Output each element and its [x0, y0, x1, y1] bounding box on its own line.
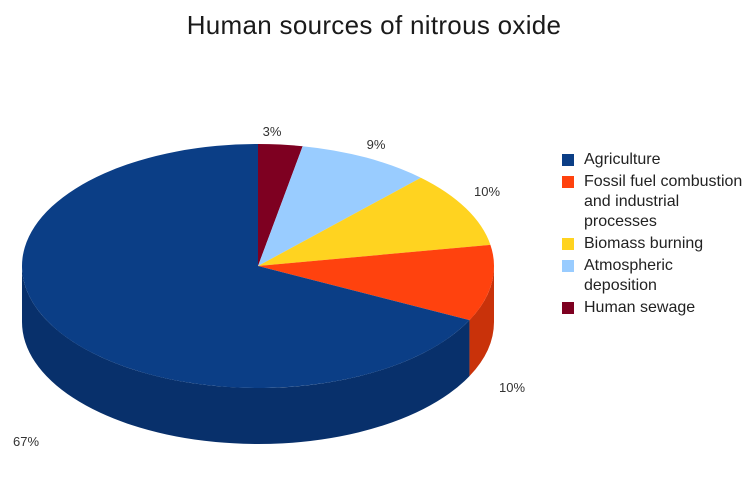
- legend-item-agriculture: Agriculture: [562, 150, 748, 170]
- pie-side-walls: [22, 266, 494, 444]
- pie-slice-2: [258, 177, 491, 266]
- legend-label-human-sewage: Human sewage: [584, 299, 696, 316]
- pie-slice-4: [258, 144, 303, 266]
- legend-item-atmospheric: Atmospheric deposition: [562, 256, 748, 296]
- legend-label-agriculture: Agriculture: [584, 151, 661, 168]
- legend-item-biomass: Biomass burning: [562, 234, 748, 254]
- pie-label-3: 9%: [367, 137, 386, 152]
- pie-slice-3: [258, 146, 421, 266]
- legend-label-fossil-fuel: Fossil fuel combustion and industrial pr…: [584, 173, 743, 230]
- legend-swatch-fossil-fuel: [562, 176, 574, 188]
- pie-slice-1: [258, 244, 494, 321]
- legend: Agriculture Fossil fuel combustion and i…: [562, 150, 748, 320]
- pie-label-2: 10%: [474, 184, 500, 199]
- pie-label-4: 3%: [263, 124, 282, 139]
- pie-label-0: 67%: [13, 434, 39, 449]
- pie-top-faces: [21, 143, 494, 388]
- legend-swatch-atmospheric: [562, 260, 574, 272]
- pie-side-1-0: [469, 266, 494, 377]
- legend-item-fossil-fuel: Fossil fuel combustion and industrial pr…: [562, 172, 748, 232]
- legend-swatch-agriculture: [562, 154, 574, 166]
- pie-label-1: 10%: [499, 380, 525, 395]
- chart-title: Human sources of nitrous oxide: [186, 10, 562, 40]
- legend-swatch-biomass: [562, 238, 574, 250]
- pie-data-labels: 3% 9% 10% 10% 67%: [13, 124, 525, 449]
- legend-label-atmospheric: Atmospheric deposition: [584, 257, 673, 294]
- legend-swatch-human-sewage: [562, 302, 574, 314]
- pie-slice-0: [21, 143, 470, 388]
- legend-label-biomass: Biomass burning: [584, 235, 704, 252]
- legend-item-human-sewage: Human sewage: [562, 298, 748, 318]
- pie-side-0-0: [22, 266, 470, 444]
